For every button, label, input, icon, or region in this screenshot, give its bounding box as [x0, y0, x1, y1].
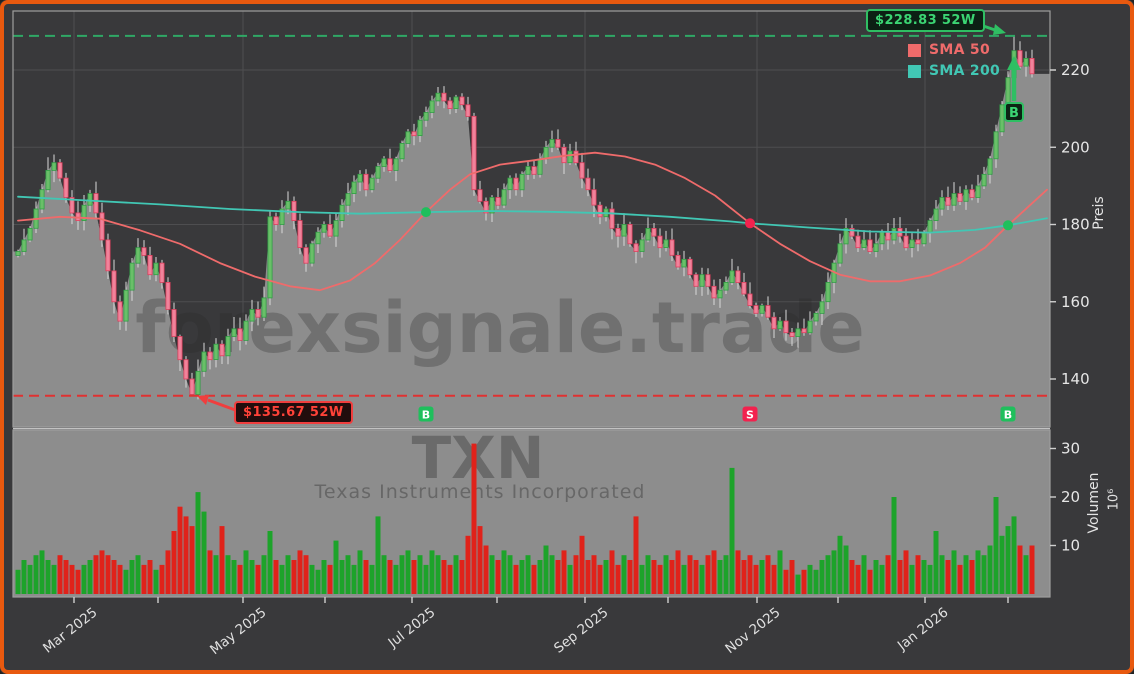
volume-bars [15, 443, 1035, 595]
sma-legend: SMA 50 SMA 200 [908, 42, 1000, 79]
high-arrow-icon [993, 24, 1006, 35]
svg-text:30: 30 [1061, 440, 1080, 458]
buy-arrow-icon [1007, 56, 1021, 70]
volume-axis-title: Volumen [1086, 472, 1102, 534]
buy-cross-dot [421, 207, 431, 218]
volume-axis-multiplier: 10⁶ [1106, 488, 1122, 511]
svg-text:140: 140 [1061, 370, 1090, 388]
entry-flag: B [1004, 56, 1024, 122]
svg-text:200: 200 [1061, 138, 1090, 156]
company-watermark: Texas Instruments Incorporated [314, 481, 646, 503]
low-arrow-icon [197, 395, 209, 405]
buy-marker [1000, 406, 1016, 422]
svg-text:B: B [422, 409, 430, 422]
buy-cross-dot [1003, 220, 1013, 231]
52w-low-badge: $135.67 52W [234, 401, 353, 424]
sma200-swatch-icon [908, 64, 921, 78]
price-axis-title: Preis [1091, 196, 1107, 230]
sma200-legend-label: SMA 200 [929, 63, 1001, 79]
legend-row-sma50: SMA 50 [908, 42, 1000, 58]
symbol-watermark: TXN [412, 424, 545, 492]
buy-marker [418, 406, 434, 422]
52w-lines [13, 34, 1050, 397]
x-axis-label: Nov 2025 [722, 605, 783, 658]
svg-text:10: 10 [1061, 537, 1080, 555]
52w-high-badge: $228.83 52W [866, 9, 985, 32]
svg-text:20: 20 [1061, 488, 1080, 506]
x-axis-label: Sep 2025 [551, 605, 611, 657]
sma50-swatch-icon [908, 43, 921, 57]
svg-text:160: 160 [1061, 293, 1090, 311]
x-axis-label: Mar 2025 [40, 605, 100, 657]
svg-text:220: 220 [1061, 61, 1090, 79]
svg-text:180: 180 [1061, 216, 1090, 234]
sell-cross-dot [745, 218, 755, 229]
x-axis-label: May 2025 [207, 605, 269, 659]
x-axis-label: Jan 2026 [894, 605, 952, 655]
sma-lines [17, 151, 1048, 292]
candles [15, 36, 1035, 400]
svg-text:B: B [1004, 409, 1012, 422]
x-axis-label: Jul 2025 [385, 605, 439, 652]
sell-marker [742, 406, 758, 422]
legend-row-sma200: SMA 200 [908, 63, 1000, 79]
svg-text:S: S [746, 409, 754, 422]
close-area-fill: forexsignale.trade [13, 50, 1050, 427]
sma50-legend-label: SMA 50 [929, 42, 991, 58]
svg-text:B: B [1009, 106, 1019, 121]
site-watermark: forexsignale.trade [135, 287, 864, 369]
